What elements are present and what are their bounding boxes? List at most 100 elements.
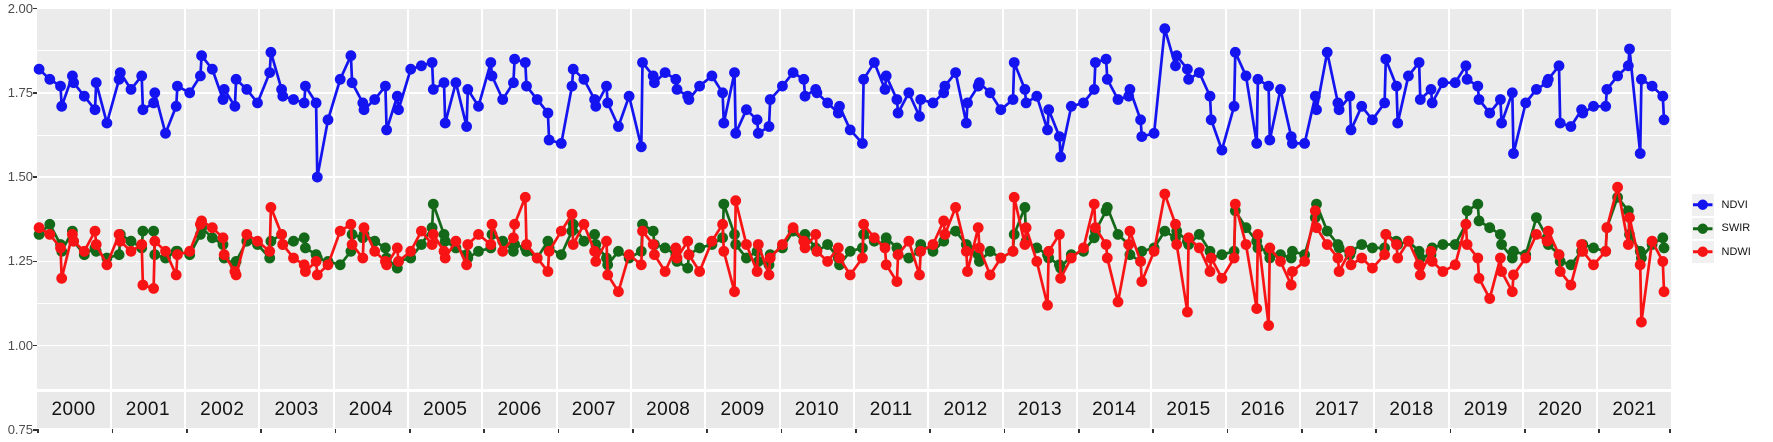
major-gridline (557, 260, 631, 263)
major-gridline (1524, 92, 1597, 94)
minor-gridline (1078, 218, 1151, 220)
x-axis-tick (632, 428, 634, 433)
y-axis-tick (33, 429, 37, 431)
major-gridline (1524, 176, 1597, 178)
year-strip-2011: 2011 (855, 391, 928, 428)
major-gridline (409, 7, 482, 10)
major-gridline (1301, 176, 1374, 178)
year-strip-2003: 2003 (260, 391, 333, 428)
minor-gridline (409, 218, 482, 220)
major-gridline (557, 176, 631, 178)
x-axis-tick (37, 428, 39, 433)
legend-label: SWIR (1721, 222, 1751, 235)
major-gridline (780, 176, 854, 178)
year-label: 2008 (646, 398, 691, 420)
major-gridline (334, 260, 408, 263)
major-gridline (1375, 344, 1448, 347)
x-axis-tick (1669, 428, 1671, 433)
major-gridline (334, 176, 408, 178)
year-label: 2014 (1092, 398, 1137, 420)
x-axis-tick (334, 428, 337, 433)
minor-gridline (929, 134, 1002, 136)
minor-gridline (1003, 303, 1077, 304)
x-axis-tick (1375, 428, 1377, 433)
minor-gridline (855, 218, 928, 220)
year-strip-2007: 2007 (557, 391, 631, 428)
x-axis-tick (483, 428, 485, 433)
minor-gridline (1598, 303, 1671, 304)
y-axis-tick (33, 92, 37, 94)
minor-gridline (780, 303, 854, 304)
minor-gridline (1524, 303, 1597, 304)
year-panel-2000 (37, 7, 110, 389)
year-label: 2005 (423, 398, 468, 420)
x-axis-tick (1078, 428, 1080, 433)
minor-gridline (1301, 218, 1374, 220)
year-label: 2016 (1240, 398, 1286, 420)
year-strip-2019: 2019 (1449, 391, 1523, 428)
major-gridline (1524, 260, 1597, 263)
major-gridline (1152, 260, 1225, 263)
major-gridline (1078, 344, 1151, 347)
minor-gridline (1598, 50, 1671, 52)
minor-gridline (557, 50, 631, 52)
major-gridline (260, 7, 333, 10)
minor-gridline (37, 50, 110, 52)
major-gridline (855, 344, 928, 347)
major-gridline (632, 344, 705, 347)
major-gridline (111, 344, 185, 347)
minor-gridline (37, 303, 110, 304)
y-axis-tick (33, 260, 37, 263)
year-label: 2001 (125, 398, 171, 420)
major-gridline (929, 344, 1002, 347)
minor-gridline (1226, 50, 1300, 52)
year-panel-2012 (929, 7, 1002, 389)
minor-gridline (855, 134, 928, 136)
minor-gridline (260, 218, 333, 220)
year-strip-2013: 2013 (1003, 391, 1077, 428)
minor-gridline (37, 134, 110, 136)
year-panel-2001 (111, 7, 185, 389)
major-gridline (855, 260, 928, 263)
minor-gridline (186, 218, 259, 220)
year-label: 2020 (1538, 398, 1583, 420)
x-axis-tick (1226, 428, 1229, 433)
minor-gridline (1226, 218, 1300, 220)
year-panel-2015 (1152, 7, 1225, 389)
minor-gridline (409, 50, 482, 52)
minor-gridline (37, 218, 110, 220)
y-axis-tick (33, 176, 37, 178)
legend-item-ndwi: NDWI (1692, 241, 1751, 263)
legend: NDVI SWIR NDWI (1692, 194, 1751, 265)
major-gridline (1152, 92, 1225, 94)
minor-gridline (1003, 134, 1077, 136)
x-axis-tick (409, 428, 411, 433)
year-label: 2017 (1315, 398, 1360, 420)
minor-gridline (483, 50, 556, 52)
major-gridline (1449, 92, 1523, 94)
year-panel-2010 (780, 7, 854, 389)
minor-gridline (334, 134, 408, 136)
minor-gridline (706, 134, 779, 136)
major-gridline (780, 7, 854, 10)
major-gridline (557, 344, 631, 347)
minor-gridline (409, 134, 482, 136)
major-gridline (186, 7, 259, 10)
minor-gridline (334, 218, 408, 220)
major-gridline (855, 7, 928, 10)
major-gridline (483, 92, 556, 94)
ndwi-legend-key-icon (1692, 241, 1714, 263)
major-gridline (1078, 92, 1151, 94)
major-gridline (632, 7, 705, 10)
minor-gridline (557, 134, 631, 136)
major-gridline (483, 176, 556, 178)
minor-gridline (1078, 50, 1151, 52)
minor-gridline (632, 134, 705, 136)
year-panel-2016 (1226, 7, 1300, 389)
year-strip-2008: 2008 (632, 391, 705, 428)
major-gridline (1226, 260, 1300, 263)
major-gridline (409, 260, 482, 263)
minor-gridline (929, 303, 1002, 304)
major-gridline (632, 176, 705, 178)
